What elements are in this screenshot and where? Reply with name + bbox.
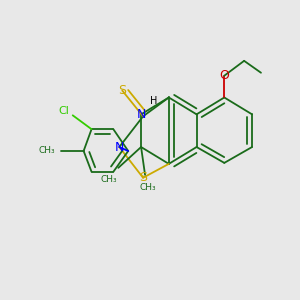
Text: CH₃: CH₃ xyxy=(140,183,156,192)
Text: N: N xyxy=(136,108,146,121)
Text: CH₃: CH₃ xyxy=(39,146,55,155)
Text: CH₃: CH₃ xyxy=(100,175,117,184)
Text: N: N xyxy=(115,140,124,154)
Text: O: O xyxy=(219,69,229,82)
Text: H: H xyxy=(150,97,158,106)
Text: S: S xyxy=(139,171,147,184)
Text: S: S xyxy=(118,84,126,97)
Text: Cl: Cl xyxy=(58,106,69,116)
